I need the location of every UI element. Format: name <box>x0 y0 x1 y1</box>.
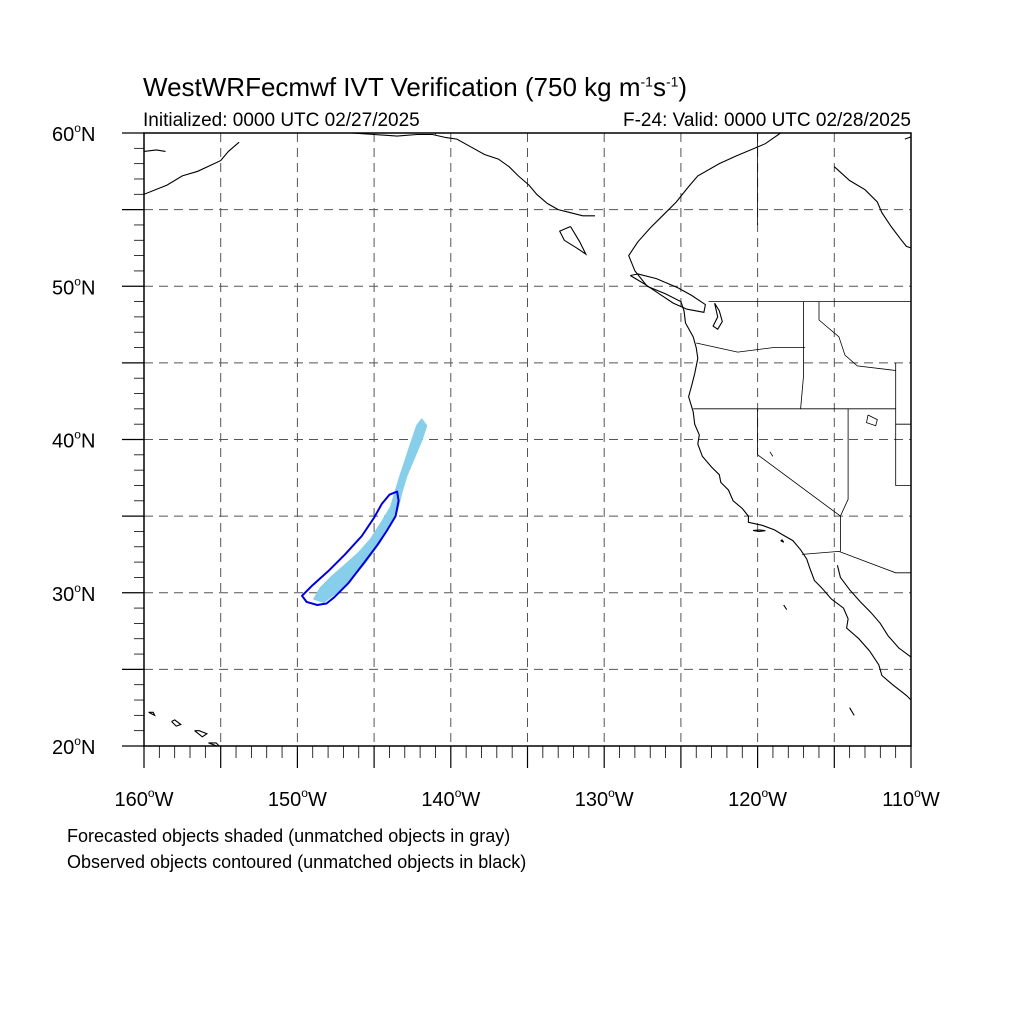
coastline <box>780 539 785 543</box>
coastline <box>171 719 182 727</box>
coastline <box>836 565 911 658</box>
axis-labels: 60oN 50oN 40oN 30oN 20oN 160oW 150oW 140oW 130oW… <box>52 121 940 811</box>
coastline <box>558 225 588 256</box>
coastline <box>752 529 766 533</box>
coastline <box>351 133 595 217</box>
init-time-label: Initialized: 0000 UTC 02/27/2025 <box>143 110 420 131</box>
coastline <box>628 133 911 701</box>
lake-outline <box>769 451 774 457</box>
lat-tick-label: 50oN <box>52 274 95 299</box>
observed-note: Observed objects contoured (unmatched ob… <box>67 852 527 872</box>
coastline <box>630 273 707 313</box>
forecast-note: Forecasted objects shaded (unmatched obj… <box>67 826 511 846</box>
coastline <box>208 742 220 746</box>
gridlines <box>144 133 911 746</box>
lon-tick-label: 160oW <box>115 786 174 811</box>
political-border <box>757 408 841 517</box>
lat-tick-label: 40oN <box>52 428 95 453</box>
coastline <box>783 604 788 610</box>
political-border <box>802 550 911 574</box>
lat-tick-label: 30oN <box>52 581 95 606</box>
lon-tick-label: 110oW <box>882 786 940 811</box>
coastline <box>148 711 156 717</box>
map-title: WestWRFecmwf IVT Verification (750 kg m-… <box>143 72 688 102</box>
coastlines <box>144 133 911 746</box>
lon-tick-label: 130oW <box>575 786 634 811</box>
coastline <box>849 707 855 716</box>
political-border <box>800 301 804 409</box>
axis-ticks <box>122 132 912 768</box>
political-border <box>696 342 806 353</box>
political-border <box>895 424 911 486</box>
lat-tick-label: 60oN <box>52 121 95 146</box>
coastline <box>904 136 911 140</box>
coastline <box>194 730 209 738</box>
coastline <box>144 149 166 152</box>
lat-tick-label: 20oN <box>52 734 95 759</box>
coastline <box>712 302 723 330</box>
valid-time-label: F-24: Valid: 0000 UTC 02/28/2025 <box>623 110 911 131</box>
lon-tick-label: 120oW <box>728 786 787 811</box>
lon-tick-label: 150oW <box>268 786 327 811</box>
coastline <box>144 141 240 195</box>
lake-outline <box>866 414 878 427</box>
political-border <box>818 301 896 371</box>
political-border <box>840 408 849 552</box>
observed-ivt-contour <box>301 490 400 606</box>
lon-tick-label: 140oW <box>421 786 480 811</box>
coastline <box>833 166 911 249</box>
ivt-objects <box>301 418 428 606</box>
